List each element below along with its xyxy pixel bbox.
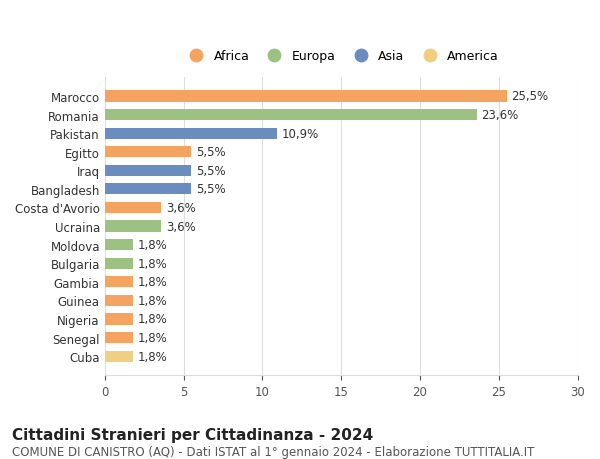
Bar: [105, 91, 506, 102]
Text: 1,8%: 1,8%: [138, 294, 167, 307]
Bar: [105, 221, 161, 232]
Text: 1,8%: 1,8%: [138, 257, 167, 270]
Bar: [105, 240, 133, 251]
Bar: [105, 277, 133, 288]
Bar: [105, 351, 133, 362]
Bar: [105, 202, 161, 213]
Bar: [105, 332, 133, 343]
Bar: [105, 147, 191, 158]
Text: 1,8%: 1,8%: [138, 313, 167, 326]
Text: 1,8%: 1,8%: [138, 239, 167, 252]
Text: 1,8%: 1,8%: [138, 331, 167, 344]
Text: Cittadini Stranieri per Cittadinanza - 2024: Cittadini Stranieri per Cittadinanza - 2…: [12, 427, 373, 442]
Legend: Africa, Europa, Asia, America: Africa, Europa, Asia, America: [179, 45, 504, 68]
Text: COMUNE DI CANISTRO (AQ) - Dati ISTAT al 1° gennaio 2024 - Elaborazione TUTTITALI: COMUNE DI CANISTRO (AQ) - Dati ISTAT al …: [12, 445, 535, 458]
Text: 1,8%: 1,8%: [138, 350, 167, 363]
Bar: [105, 313, 133, 325]
Bar: [105, 110, 477, 121]
Text: 5,5%: 5,5%: [196, 183, 226, 196]
Text: 5,5%: 5,5%: [196, 164, 226, 177]
Text: 3,6%: 3,6%: [166, 202, 196, 214]
Text: 25,5%: 25,5%: [511, 90, 548, 103]
Bar: [105, 258, 133, 269]
Text: 1,8%: 1,8%: [138, 276, 167, 289]
Text: 10,9%: 10,9%: [281, 127, 319, 140]
Bar: [105, 128, 277, 140]
Text: 23,6%: 23,6%: [481, 109, 519, 122]
Bar: [105, 184, 191, 195]
Bar: [105, 165, 191, 176]
Bar: [105, 295, 133, 306]
Text: 5,5%: 5,5%: [196, 146, 226, 159]
Text: 3,6%: 3,6%: [166, 220, 196, 233]
